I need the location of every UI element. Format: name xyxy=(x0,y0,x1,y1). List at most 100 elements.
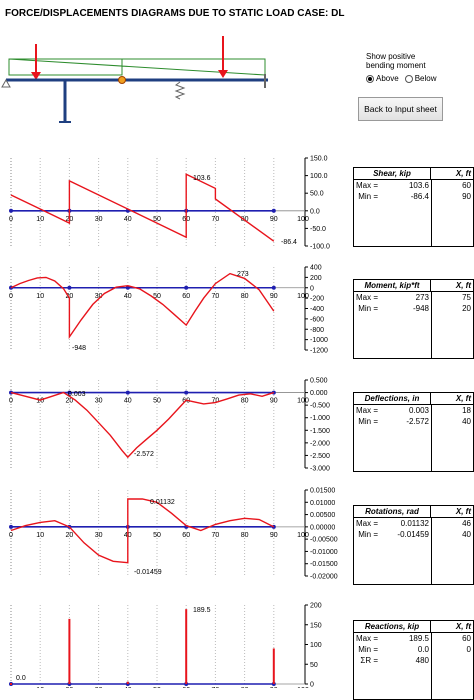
table-body: Max = 273 75 Min = -948 20 xyxy=(353,292,474,359)
y-tick-label: 50.0 xyxy=(310,191,324,198)
y-tick-label: -3.000 xyxy=(310,466,330,473)
row-key: ΣR = xyxy=(360,656,378,665)
row-value xyxy=(380,438,432,449)
point-load-arrowhead-2 xyxy=(218,70,228,78)
row-x xyxy=(431,551,474,562)
x-tick-label: 90 xyxy=(270,293,278,300)
y-tick-label: -50.0 xyxy=(310,226,326,233)
table-row xyxy=(354,213,474,224)
row-x: 46 xyxy=(431,518,474,529)
row-key xyxy=(354,438,381,449)
x-tick-label: 90 xyxy=(270,532,278,539)
x-tick-label: 0 xyxy=(9,398,13,405)
table-header-x: X, ft xyxy=(430,279,474,292)
x-tick-label: 30 xyxy=(95,398,103,405)
x-tick-label: 100 xyxy=(297,532,309,539)
table-header-label: Deflections, in xyxy=(353,392,431,405)
row-x xyxy=(431,336,474,347)
x-tick-label: 30 xyxy=(95,216,103,223)
y-tick-label: 50 xyxy=(310,662,318,669)
row-key xyxy=(354,202,381,213)
radio-below[interactable]: Below xyxy=(404,74,436,83)
max-value-label: 273 xyxy=(237,271,249,278)
y-tick-label: 0 xyxy=(310,682,314,689)
row-value: 480 xyxy=(415,656,429,665)
row-key xyxy=(354,235,381,247)
table-row xyxy=(354,202,474,213)
moment-table: Moment, kip*ft X, ft Max = 273 75 Min = -948 20 xyxy=(353,279,474,359)
x-tick-label: 30 xyxy=(95,293,103,300)
row-key xyxy=(354,449,381,460)
node-point xyxy=(184,390,189,395)
row-key: Max = xyxy=(356,181,379,190)
x-tick-label: 70 xyxy=(212,398,220,405)
x-tick-label: 20 xyxy=(66,532,74,539)
x-tick-label: 80 xyxy=(241,293,249,300)
node-point xyxy=(67,390,72,395)
table-row xyxy=(354,551,474,562)
row-x xyxy=(431,688,474,700)
row-x xyxy=(431,224,474,235)
row-value xyxy=(380,677,432,688)
x-tick-label: 60 xyxy=(182,532,190,539)
radio-above-indicator[interactable] xyxy=(366,74,374,83)
table-row: Max = 0.003 18 xyxy=(354,405,474,416)
node-point xyxy=(271,208,276,213)
row-x xyxy=(431,666,474,677)
row-x xyxy=(431,202,474,213)
table-row xyxy=(354,562,474,573)
node-point xyxy=(184,285,189,290)
row-x xyxy=(431,438,474,449)
x-tick-label: 40 xyxy=(124,293,132,300)
shear-chart: 150.0100.050.00.0-50.0-100.00 10 20 30 40 50 6… xyxy=(9,156,330,251)
table-row xyxy=(354,427,474,438)
row-key xyxy=(354,347,381,359)
max-value-label: 0.003 xyxy=(68,391,86,398)
row-x xyxy=(431,449,474,460)
back-to-input-button[interactable]: Back to Input sheet xyxy=(358,97,443,121)
row-x: 20 xyxy=(431,303,474,314)
row-x xyxy=(431,562,474,573)
radio-below-indicator[interactable] xyxy=(404,74,413,83)
y-tick-label: 150 xyxy=(310,622,322,629)
min-value-label: -0.01459 xyxy=(134,569,162,576)
y-tick-label: -1.500 xyxy=(310,428,330,435)
row-key: Min = xyxy=(358,417,378,426)
x-tick-label: 50 xyxy=(153,216,161,223)
moment-chart: 400 200 0 -200 -400 -600 -800 -1000 -1200 0 10 20 30… xyxy=(9,265,328,355)
node-point xyxy=(125,285,130,290)
table-row xyxy=(354,347,474,359)
result-table: Deflections, in X, ft xyxy=(353,392,474,405)
x-tick-label: 70 xyxy=(212,216,220,223)
row-x xyxy=(431,325,474,336)
y-tick-label: 0.00000 xyxy=(310,524,335,531)
row-value xyxy=(380,202,432,213)
row-key: Max = xyxy=(356,293,379,302)
row-value: -2.572 xyxy=(406,417,429,426)
x-tick-label: 0 xyxy=(9,216,13,223)
table-row xyxy=(354,314,474,325)
x-tick-label: 100 xyxy=(297,216,309,223)
row-key: Min = xyxy=(358,192,378,201)
radio-above[interactable]: Above xyxy=(366,74,399,83)
row-value xyxy=(380,325,432,336)
x-tick-label: 100 xyxy=(297,293,309,300)
y-tick-label: -800 xyxy=(310,327,324,334)
row-value: 0.01132 xyxy=(400,519,429,528)
row-value xyxy=(380,688,432,700)
y-tick-label: -100.0 xyxy=(310,244,330,251)
y-tick-label: 0.00500 xyxy=(310,512,335,519)
row-x: 90 xyxy=(431,191,474,202)
row-value xyxy=(380,427,432,438)
row-key: Min = xyxy=(358,530,378,539)
row-key xyxy=(354,314,381,325)
y-tick-label: -0.01500 xyxy=(310,561,338,568)
rotation-chart: 0.01500 0.01000 0.00500 0.00000 -0.00500 -0.0… xyxy=(9,488,338,581)
row-key xyxy=(354,573,381,585)
table-body: Max = 103.6 60 Min = -86.4 90 xyxy=(353,180,474,247)
row-x: 18 xyxy=(431,405,474,416)
table-row xyxy=(354,573,474,585)
row-key xyxy=(354,666,381,677)
table-row: Max = 189.5 60 xyxy=(354,633,474,644)
rotation-table: Rotations, rad X, ft Max = 0.01132 46 Min = -0… xyxy=(353,505,474,585)
